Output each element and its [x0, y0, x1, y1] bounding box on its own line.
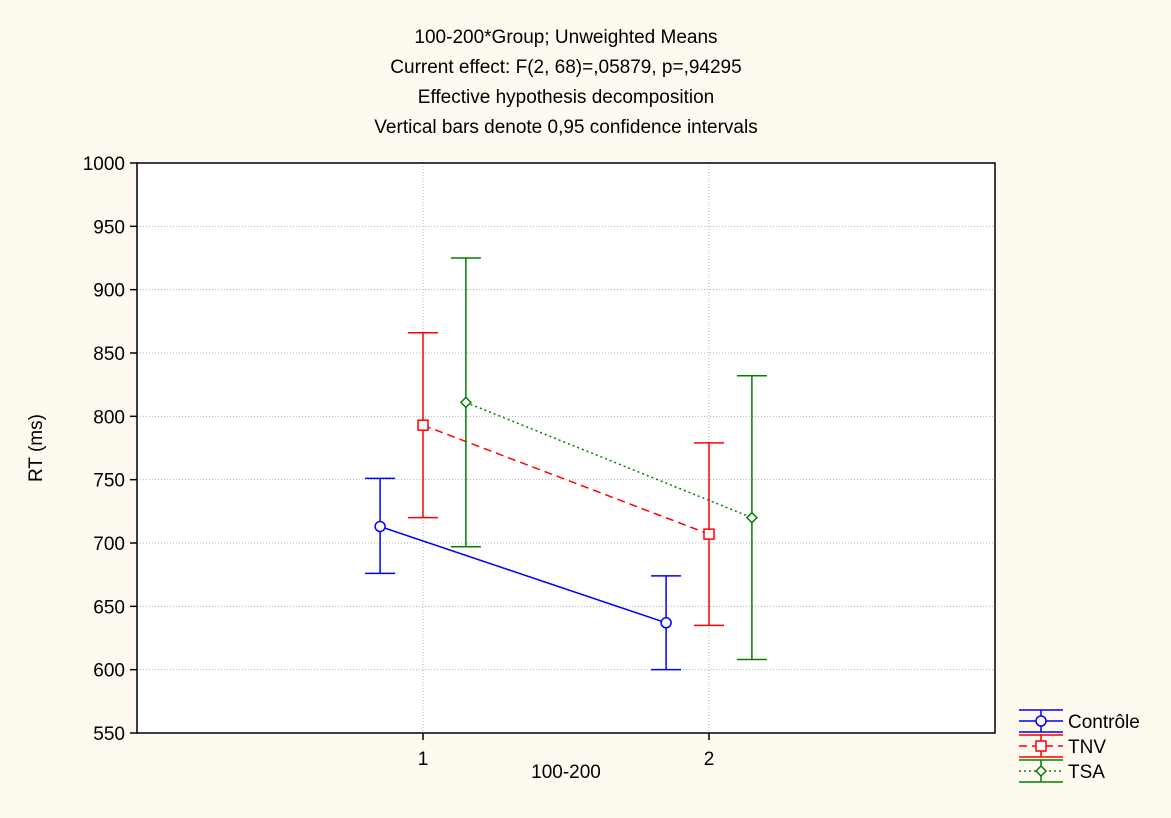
- y-tick-label-900: 900: [93, 281, 125, 302]
- plot-frame: [136, 162, 996, 734]
- series-line-Contrôle: [379, 525, 667, 624]
- point-TNV-1: [417, 419, 429, 431]
- y-tick-label-1000: 1000: [83, 154, 125, 175]
- x-axis-label: 100-200: [531, 762, 601, 783]
- series-Contrôle: [365, 477, 682, 671]
- title-line-3: Effective hypothesis decomposition: [418, 87, 714, 108]
- legend: Contrôle TNV TSA: [1019, 709, 1140, 783]
- title-line-1: 100-200*Group; Unweighted Means: [414, 27, 717, 48]
- legend-label-TSA: TSA: [1068, 762, 1105, 783]
- series-line-TSA: [465, 401, 753, 519]
- point-Contrôle-2: [660, 617, 672, 629]
- series-TNV: [408, 331, 724, 627]
- y-tick-label-850: 850: [93, 344, 125, 365]
- y-tick-label-950: 950: [93, 217, 125, 238]
- y-axis-label: RT (ms): [26, 414, 47, 482]
- data-series: [365, 257, 767, 671]
- y-tick-label-550: 550: [93, 724, 125, 745]
- plot-area: [137, 163, 995, 733]
- legend-label-TNV: TNV: [1068, 737, 1106, 758]
- title-line-2: Current effect: F(2, 68)=,05879, p=,9429…: [390, 57, 741, 78]
- point-TSA-2: [745, 511, 758, 524]
- point-Contrôle-1: [374, 520, 386, 533]
- y-tick-label-800: 800: [93, 407, 125, 428]
- legend-item-TNV: TNV: [1019, 734, 1106, 758]
- point-TNV-2: [703, 528, 715, 540]
- y-axis-ticks: 550 600 650 700 750 800 850 900 950 1000: [83, 154, 137, 745]
- legend-marker-Contrôle: [1035, 715, 1047, 727]
- x-tick-label-1: 1: [418, 749, 429, 770]
- y-tick-label-700: 700: [93, 534, 125, 555]
- x-tick-label-2: 2: [704, 749, 715, 770]
- y-tick-label-750: 750: [93, 471, 125, 492]
- legend-marker-TSA: [1034, 764, 1048, 778]
- grid-lines: [137, 163, 995, 733]
- chart-title: 100-200*Group; Unweighted Means Current e…: [374, 27, 757, 138]
- legend-item-TSA: TSA: [1019, 759, 1105, 783]
- y-tick-label-600: 600: [93, 661, 125, 682]
- legend-item-Contrôle: Contrôle: [1019, 709, 1140, 733]
- series-TSA: [450, 257, 767, 661]
- legend-label-Contrôle: Contrôle: [1068, 712, 1140, 733]
- title-line-4: Vertical bars denote 0,95 confidence int…: [374, 117, 757, 138]
- point-TSA-1: [459, 396, 472, 409]
- y-tick-label-650: 650: [93, 597, 125, 618]
- legend-marker-TNV: [1035, 740, 1047, 752]
